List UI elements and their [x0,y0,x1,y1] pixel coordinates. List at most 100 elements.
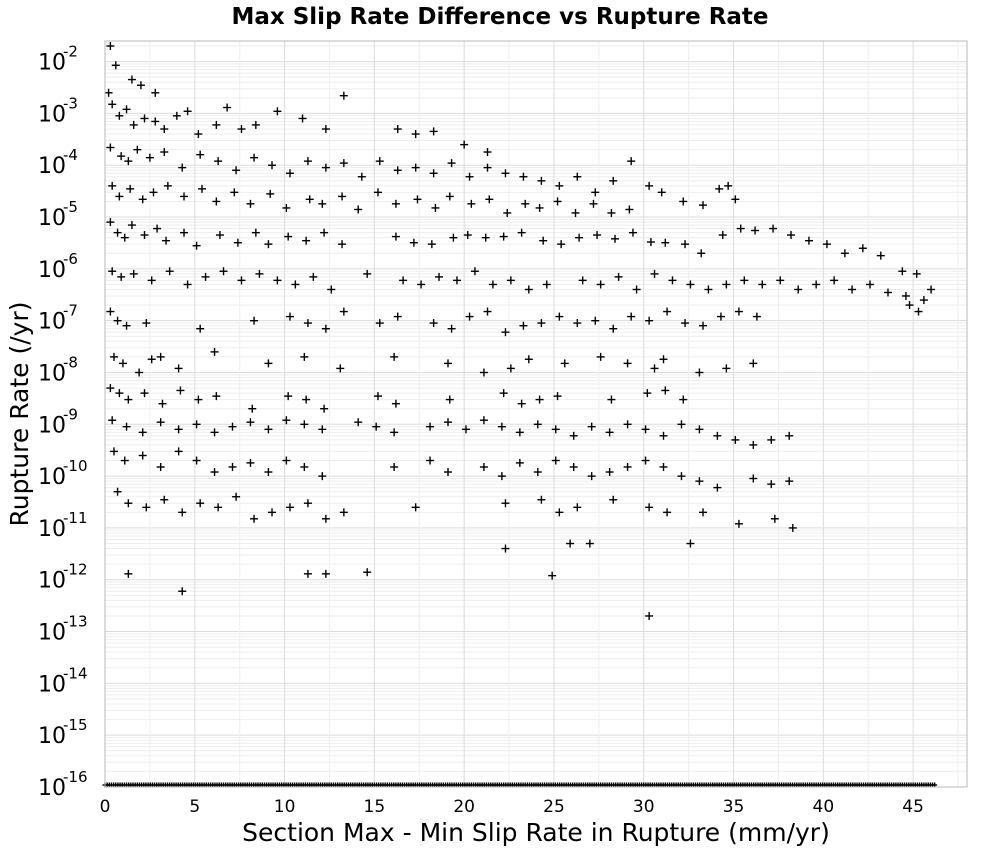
data-point [264,240,273,249]
data-point [734,307,743,316]
data-point [250,153,259,162]
data-point [426,422,435,431]
data-point [232,492,241,501]
x-tick-label: 25 [543,797,565,817]
data-point [122,422,131,431]
data-point [686,280,695,289]
data-point [883,288,892,297]
data-point [248,404,257,413]
data-point [117,272,126,281]
x-axis-label: Section Max - Min Slip Rate in Rupture (… [242,818,830,847]
data-point [740,276,749,285]
data-point [390,462,399,471]
data-point [501,499,510,508]
data-point [391,199,400,208]
data-point [794,285,803,294]
data-point [129,120,138,129]
data-point [133,145,142,154]
data-point [517,399,526,408]
data-point [488,280,497,289]
data-point [548,571,557,580]
data-point [212,392,221,401]
data-point [609,324,618,333]
data-point [591,316,600,325]
data-point [557,240,566,249]
data-point [298,114,307,123]
data-point [503,208,512,217]
data-point [467,199,476,208]
data-point [180,228,189,237]
data-point [445,395,454,404]
data-point [506,276,515,285]
data-point [519,172,528,181]
data-point [113,228,122,237]
data-point [785,477,794,486]
data-point [172,111,181,120]
data-point [339,508,348,517]
data-point [596,280,605,289]
data-point [124,569,133,578]
data-point [285,503,294,512]
data-point [560,359,569,368]
data-point [485,195,494,204]
data-point [573,172,582,181]
data-point [393,125,402,134]
data-point [118,359,127,368]
data-point [246,418,255,427]
data-point [704,285,713,294]
data-point [300,462,309,471]
data-point [553,392,562,401]
data-point [429,127,438,136]
y-tick-exponent: -11 [63,509,88,527]
data-point [160,495,169,504]
y-tick-base: 10 [38,310,66,335]
data-point [163,181,172,190]
data-point [776,276,785,285]
data-point [336,364,345,373]
data-point [812,280,821,289]
data-point [575,233,584,242]
data-point [183,280,192,289]
data-point [787,231,796,240]
data-point [593,231,602,240]
data-point [113,487,122,496]
data-point [174,425,183,434]
data-point [413,195,422,204]
data-point [417,280,426,289]
data-point [124,499,133,508]
data-point [573,319,582,328]
data-point [106,307,115,316]
data-point [555,312,564,321]
data-point [555,181,564,190]
data-point [375,319,384,328]
y-tick-exponent: -13 [63,613,88,631]
data-point [339,307,348,316]
y-tick-exponent: -15 [63,716,88,734]
data-point [645,316,654,325]
y-tick-label: 10-13 [38,613,88,646]
data-point [142,503,151,512]
data-point [411,130,420,139]
data-point [460,140,469,149]
data-point [124,395,133,404]
data-point [282,416,291,425]
data-point [591,188,600,197]
data-point [108,267,117,276]
data-point [661,238,670,247]
data-point [338,240,347,249]
data-point [391,232,400,241]
data-point [699,201,708,210]
data-point [140,231,149,240]
data-point [194,130,203,139]
data-point [722,280,731,289]
data-point [483,148,492,157]
y-tick-exponent: -8 [63,353,78,371]
x-tick-label: 5 [189,797,200,817]
data-point [770,514,779,523]
data-point [126,184,135,193]
data-point [749,359,758,368]
data-point [515,458,524,467]
data-point [113,316,122,325]
data-point [393,312,402,321]
y-tick-base: 10 [38,51,66,76]
